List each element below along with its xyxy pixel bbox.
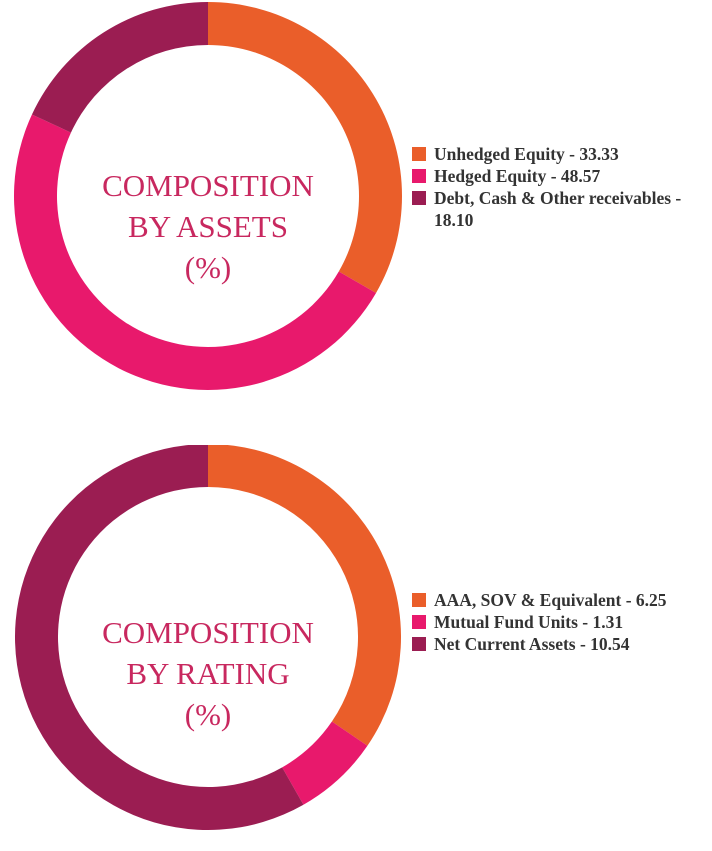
legend-item-hedged-equity: Hedged Equity - 48.57: [412, 165, 707, 187]
legend-item-net-current-assets: Net Current Assets - 10.54: [412, 633, 672, 655]
legend-label-net-current-assets: Net Current Assets - 10.54: [434, 634, 630, 654]
assets-donut: [14, 2, 402, 391]
rating-title-line-1: COMPOSITION: [102, 615, 314, 650]
legend-swatch-aaa-sov: [412, 593, 426, 607]
slice-mutual-fund-units: [282, 721, 368, 805]
legend-item-aaa-sov: AAA, SOV & Equivalent - 6.25: [412, 589, 672, 611]
legend-item-mutual-fund-units: Mutual Fund Units - 1.31: [412, 611, 672, 633]
slice-aaa-sov: [208, 445, 401, 746]
legend-label-mutual-fund-units: Mutual Fund Units - 1.31: [434, 612, 624, 632]
assets-title-line-1: COMPOSITION: [102, 168, 314, 203]
legend-label-aaa-sov: AAA, SOV & Equivalent - 6.25: [434, 590, 667, 610]
slice-hedged-equity: [14, 114, 377, 391]
composition-by-assets-chart: COMPOSITION BY ASSETS (%) Unhedged Equit…: [0, 0, 712, 400]
slice-unhedged-equity: [208, 2, 402, 293]
legend-item-unhedged-equity: Unhedged Equity - 33.33: [412, 143, 707, 165]
legend-swatch-mutual-fund-units: [412, 615, 426, 629]
rating-title-line-2: BY RATING: [126, 656, 290, 691]
legend-swatch-hedged-equity: [412, 169, 426, 183]
assets-title-line-3: (%): [184, 250, 232, 285]
legend-label-debt-cash: Debt, Cash & Other receivables - 18.10: [434, 188, 682, 230]
slice-debt-cash: [31, 2, 208, 133]
legend-item-debt-cash: Debt, Cash & Other receivables - 18.10: [412, 187, 707, 231]
composition-by-rating-chart: COMPOSITION BY RATING (%) AAA, SOV & Equ…: [0, 445, 712, 851]
assets-title-line-2: BY ASSETS: [128, 209, 288, 244]
rating-legend: AAA, SOV & Equivalent - 6.25 Mutual Fund…: [412, 589, 672, 655]
legend-swatch-net-current-assets: [412, 637, 426, 651]
slice-net-current-assets: [15, 445, 304, 830]
legend-label-unhedged-equity: Unhedged Equity - 33.33: [434, 144, 619, 164]
legend-label-hedged-equity: Hedged Equity - 48.57: [434, 166, 601, 186]
legend-swatch-debt-cash: [412, 191, 426, 205]
rating-title-line-3: (%): [184, 697, 232, 732]
rating-center-title: COMPOSITION BY RATING (%): [58, 612, 358, 735]
legend-swatch-unhedged-equity: [412, 147, 426, 161]
assets-center-title: COMPOSITION BY ASSETS (%): [58, 165, 358, 288]
rating-donut: [15, 445, 401, 830]
assets-legend: Unhedged Equity - 33.33 Hedged Equity - …: [412, 143, 707, 231]
